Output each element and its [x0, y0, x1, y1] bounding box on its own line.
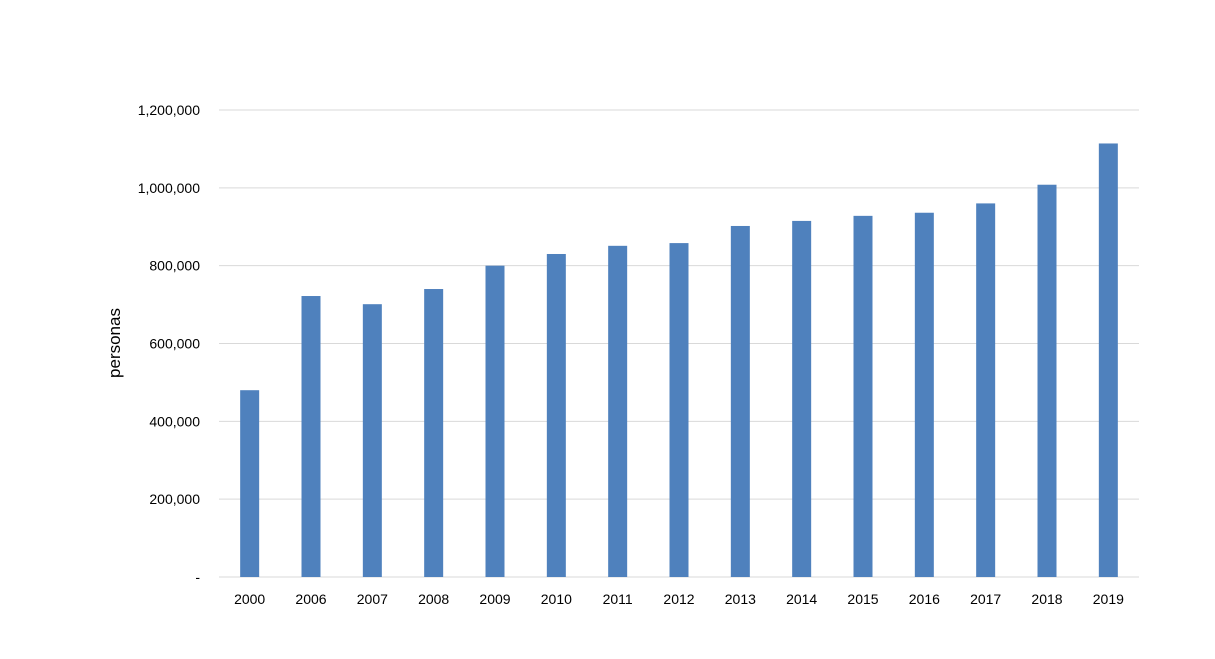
y-tick-label: 400,000: [149, 413, 200, 429]
x-tick-label: 2011: [603, 591, 633, 607]
bar-2000: [240, 390, 260, 577]
bar-2017: [976, 203, 996, 577]
y-tick-label: 800,000: [149, 258, 200, 274]
bar-2014: [792, 220, 812, 577]
x-tick-label: 2019: [1093, 591, 1124, 607]
x-tick-label: 2010: [541, 591, 572, 607]
x-tick-label: 2008: [418, 591, 449, 607]
bars: [240, 143, 1118, 578]
x-tick-label: 2018: [1031, 591, 1062, 607]
bar-2019: [1098, 143, 1118, 578]
y-tick-label: 200,000: [149, 491, 200, 507]
y-tick-label: 1,200,000: [138, 102, 200, 118]
x-tick-label: 2017: [970, 591, 1001, 607]
x-tick-label: 2009: [479, 591, 510, 607]
bar-2008: [424, 289, 444, 577]
x-tick-label: 2016: [909, 591, 940, 607]
y-tick-label: -: [195, 569, 200, 585]
bar-2015: [853, 215, 873, 577]
y-axis-tick-labels: - 200,000 400,000 600,000 800,000 1,000,000 1,…: [138, 102, 201, 585]
x-tick-label: 2000: [234, 591, 265, 607]
x-axis-tick-labels: 2000 2006 2007 2008 2009 2010 2011 2012 2013 2014…: [234, 591, 1124, 607]
bar-2009: [485, 265, 505, 577]
bar-2013: [730, 225, 750, 577]
bar-2016: [914, 212, 934, 578]
bar-2007: [362, 304, 382, 577]
x-tick-label: 2006: [295, 591, 326, 607]
y-axis-label: personas: [105, 308, 124, 378]
bar-2006: [301, 296, 321, 577]
bar-2011: [608, 245, 628, 578]
bar-2012: [669, 243, 689, 577]
x-tick-label: 2015: [847, 591, 878, 607]
y-tick-label: 600,000: [149, 336, 200, 352]
x-tick-label: 2007: [357, 591, 388, 607]
y-tick-label: 1,000,000: [138, 180, 200, 196]
x-tick-label: 2013: [725, 591, 756, 607]
x-tick-label: 2014: [786, 591, 817, 607]
bar-2010: [546, 253, 566, 577]
x-tick-label: 2012: [663, 591, 694, 607]
bar-2018: [1037, 184, 1057, 577]
